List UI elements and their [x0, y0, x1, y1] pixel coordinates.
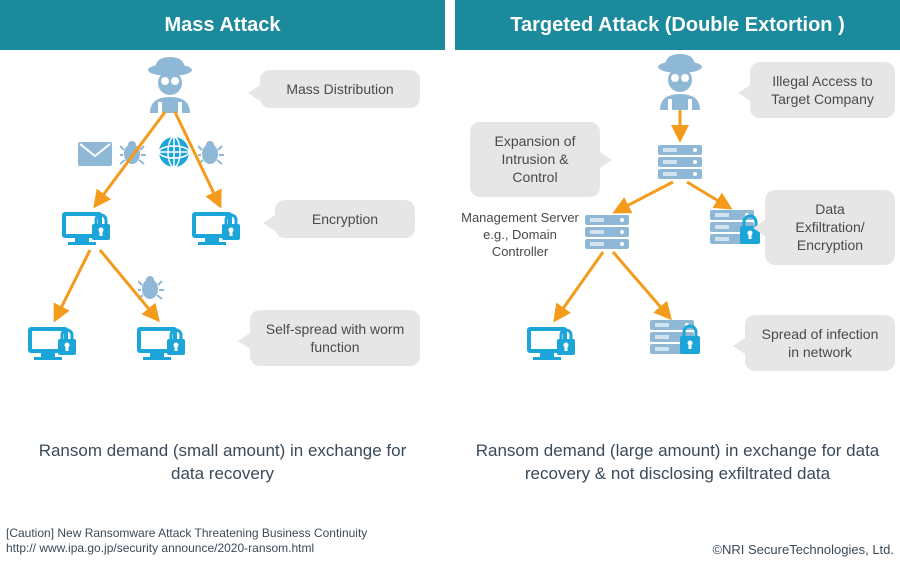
- mass-attack-title: Mass Attack: [165, 14, 281, 37]
- footer-url: http:// www.ipa.go.jp/security announce/…: [6, 541, 367, 557]
- mass-attack-diagram: Mass Distribution Encryption Self-spread…: [0, 50, 445, 440]
- management-server-label: Management Server e.g., Domain Controlle…: [460, 210, 580, 261]
- targeted-attack-diagram: Illegal Access to Target Company Expansi…: [455, 50, 900, 440]
- callout-text: Mass Distribution: [286, 81, 393, 97]
- footer-left: [Caution] New Ransomware Attack Threaten…: [6, 526, 367, 557]
- targeted-attack-title: Targeted Attack (Double Extortion ): [510, 14, 844, 37]
- callout-spread: Spread of infection in network: [745, 315, 895, 371]
- footer-caution: [Caution] New Ransomware Attack Threaten…: [6, 526, 367, 542]
- callout-illegal-access: Illegal Access to Target Company: [750, 62, 895, 118]
- arrow-icon: [0, 50, 445, 440]
- callout-text: Illegal Access to Target Company: [771, 73, 874, 107]
- callout-text: Encryption: [312, 211, 378, 227]
- mass-attack-panel: Mass Attack: [0, 0, 445, 486]
- callout-text: Expansion of Intrusion & Control: [495, 133, 576, 185]
- callout-exfiltration: Data Exfiltration/ Encryption: [765, 190, 895, 265]
- targeted-attack-caption: Ransom demand (large amount) in exchange…: [455, 440, 900, 486]
- mass-attack-header: Mass Attack: [0, 0, 445, 50]
- callout-text: Data Exfiltration/ Encryption: [795, 201, 864, 253]
- targeted-attack-panel: Targeted Attack (Double Extortion ): [455, 0, 900, 486]
- callout-text: Self-spread with worm function: [266, 321, 405, 355]
- callout-expansion: Expansion of Intrusion & Control: [470, 122, 600, 197]
- callout-self-spread: Self-spread with worm function: [250, 310, 420, 366]
- callout-text: Spread of infection in network: [762, 326, 879, 360]
- footer: [Caution] New Ransomware Attack Threaten…: [6, 526, 894, 557]
- callout-mass-distribution: Mass Distribution: [260, 70, 420, 108]
- footer-copyright: ©NRI SecureTechnologies, Ltd.: [712, 542, 894, 557]
- callout-encryption: Encryption: [275, 200, 415, 238]
- targeted-attack-header: Targeted Attack (Double Extortion ): [455, 0, 900, 50]
- mass-attack-caption: Ransom demand (small amount) in exchange…: [0, 440, 445, 486]
